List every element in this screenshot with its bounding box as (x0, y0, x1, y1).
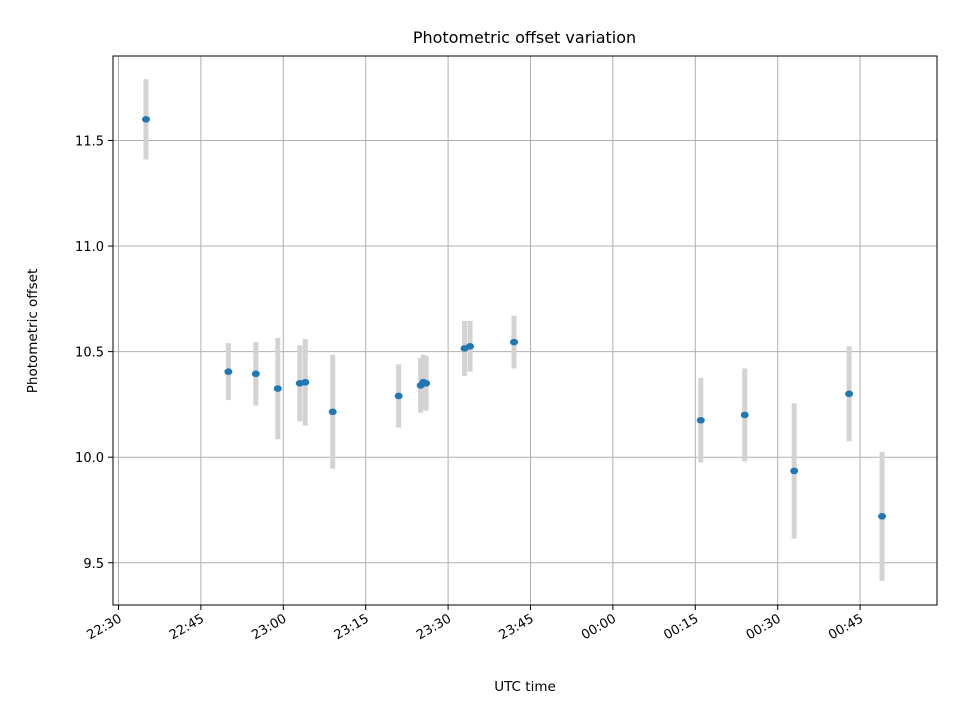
data-point (301, 378, 310, 386)
error-bars (143, 79, 885, 581)
x-tick-label: 00:45 (826, 611, 866, 643)
data-point (251, 370, 260, 378)
data-point (845, 390, 854, 398)
data-points (141, 116, 887, 520)
y-axis-label: Photometric offset (25, 269, 41, 393)
data-point (422, 379, 431, 387)
y-tick-label: 9.5 (83, 557, 104, 572)
grid-lines (113, 56, 937, 605)
data-point (696, 416, 705, 424)
data-point (510, 338, 519, 346)
data-point (878, 513, 887, 520)
data-point (466, 343, 475, 350)
data-point (328, 408, 337, 416)
y-tick-label: 11.0 (75, 240, 104, 255)
data-point (394, 392, 403, 400)
x-axis-label: UTC time (494, 679, 556, 695)
data-point (224, 368, 233, 375)
data-point (740, 411, 749, 419)
y-tick-label: 10.0 (75, 451, 104, 466)
x-tick-label: 22:30 (85, 611, 125, 643)
x-tick-label: 00:30 (744, 611, 784, 643)
y-tick-label: 10.5 (75, 346, 104, 361)
x-axis-ticks: 22:30 22:45 23:00 23:15 23:30 23:45 00:00 00:15… (85, 605, 866, 643)
plot-frame (112, 55, 938, 606)
x-tick-label: 00:00 (579, 611, 619, 643)
x-tick-label: 23:15 (332, 611, 372, 643)
data-point (790, 467, 799, 475)
x-tick-label: 00:15 (661, 611, 701, 643)
x-tick-label: 23:45 (497, 611, 537, 643)
x-tick-label: 23:30 (414, 611, 454, 643)
data-point (141, 116, 150, 123)
data-point (273, 385, 282, 392)
chart-title: Photometric offset variation (413, 28, 636, 47)
x-tick-label: 22:45 (167, 611, 207, 643)
y-tick-label: 11.5 (75, 134, 104, 149)
x-tick-label: 23:00 (249, 611, 289, 643)
y-axis-ticks: 9.5 10.0 10.5 11.0 11.5 (75, 134, 113, 572)
